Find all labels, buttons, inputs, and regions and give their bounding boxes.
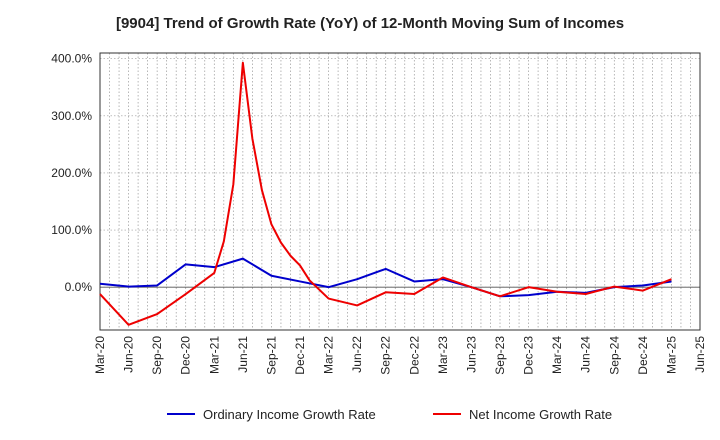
y-tick-label: 400.0%	[51, 52, 92, 66]
plot-area-frame	[99, 52, 701, 331]
x-tick-label: Mar-23	[436, 336, 450, 374]
x-tick-label: Sep-20	[150, 336, 164, 375]
x-tick-label: Jun-20	[122, 336, 136, 373]
x-tick-label: Mar-21	[207, 336, 221, 374]
y-tick-label: 200.0%	[51, 166, 92, 180]
legend: Ordinary Income Growth Rate Net Income Gr…	[167, 407, 612, 422]
x-tick-label: Dec-23	[522, 336, 536, 375]
y-tick-label: 100.0%	[51, 223, 92, 237]
x-tick-label: Dec-21	[293, 336, 307, 375]
grid-lines	[99, 53, 701, 330]
x-tick-label: Jun-23	[464, 336, 478, 373]
y-tick-label: 0.0%	[65, 280, 93, 294]
y-tick-label: 300.0%	[51, 109, 92, 123]
x-tick-label: Sep-22	[379, 336, 393, 375]
x-tick-label: Jun-25	[693, 336, 707, 373]
y-axis: 0.0% 100.0% 200.0% 300.0% 400.0%	[51, 52, 92, 294]
series-lines	[99, 61, 672, 326]
x-tick-label: Sep-21	[264, 336, 278, 375]
legend-label: Ordinary Income Growth Rate	[203, 407, 376, 422]
x-tick-label: Jun-22	[350, 336, 364, 373]
x-tick-label: Dec-20	[179, 336, 193, 375]
series-line-net-income	[99, 61, 672, 326]
chart-title: [9904] Trend of Growth Rate (YoY) of 12-…	[116, 15, 624, 32]
x-tick-label: Jun-24	[579, 336, 593, 373]
x-tick-label: Dec-22	[407, 336, 421, 375]
x-tick-label: Sep-23	[493, 336, 507, 375]
x-tick-label: Mar-20	[93, 336, 107, 374]
x-tick-label: Mar-25	[664, 336, 678, 374]
legend-label: Net Income Growth Rate	[469, 407, 612, 422]
x-axis: Mar-20 Jun-20 Sep-20 Dec-20 Mar-21 Jun-21 Sep-…	[93, 336, 707, 375]
x-tick-label: Dec-24	[636, 336, 650, 375]
x-tick-label: Sep-24	[607, 336, 621, 375]
x-tick-label: Mar-24	[550, 336, 564, 374]
x-tick-label: Mar-22	[322, 336, 336, 374]
x-tick-label: Jun-21	[236, 336, 250, 373]
